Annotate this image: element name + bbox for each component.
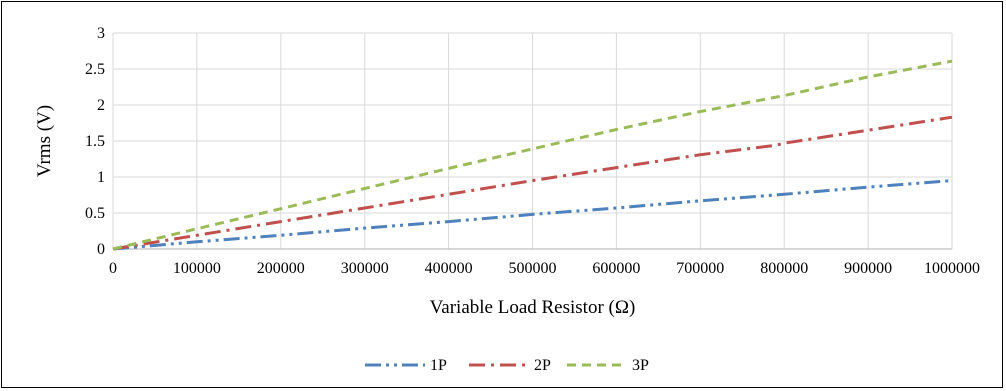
series-line-2p xyxy=(112,115,953,251)
y-tick-label: 2.5 xyxy=(85,61,105,78)
x-tick-label: 300000 xyxy=(341,260,389,277)
series-line-1p xyxy=(112,179,953,251)
x-tick-label: 200000 xyxy=(257,260,305,277)
y-tick-label: 0.5 xyxy=(85,205,105,222)
y-tick-label: 0 xyxy=(97,241,105,258)
legend-label-1p: 1P xyxy=(430,357,447,374)
legend-label-2p: 2P xyxy=(534,357,551,374)
y-tick-label: 3 xyxy=(97,25,105,42)
x-tick-label: 600000 xyxy=(592,260,640,277)
legend: 1P 2P 3P xyxy=(365,357,649,374)
y-axis-title: Vrms (V) xyxy=(34,105,55,177)
x-tick-label: 900000 xyxy=(844,260,892,277)
axes xyxy=(112,33,952,250)
grid xyxy=(113,32,953,249)
tick-labels: 0 0.5 1 1.5 2 2.5 3 0 100000 200000 300000 400000 50… xyxy=(85,25,980,277)
y-tick-label: 1.5 xyxy=(85,133,105,150)
x-tick-label: 1000000 xyxy=(924,260,980,277)
x-tick-label: 400000 xyxy=(425,260,473,277)
x-tick-label: 0 xyxy=(109,260,117,277)
y-tick-label: 1 xyxy=(97,169,105,186)
x-tick-label: 500000 xyxy=(509,260,557,277)
series-lines xyxy=(112,59,953,251)
x-tick-label: 100000 xyxy=(173,260,221,277)
y-tick-label: 2 xyxy=(97,97,105,114)
x-axis-title: Variable Load Resistor (Ω) xyxy=(430,297,636,318)
legend-label-3p: 3P xyxy=(632,357,649,374)
x-tick-label: 700000 xyxy=(676,260,724,277)
series-line-3p xyxy=(112,59,953,251)
x-tick-label: 800000 xyxy=(760,260,808,277)
